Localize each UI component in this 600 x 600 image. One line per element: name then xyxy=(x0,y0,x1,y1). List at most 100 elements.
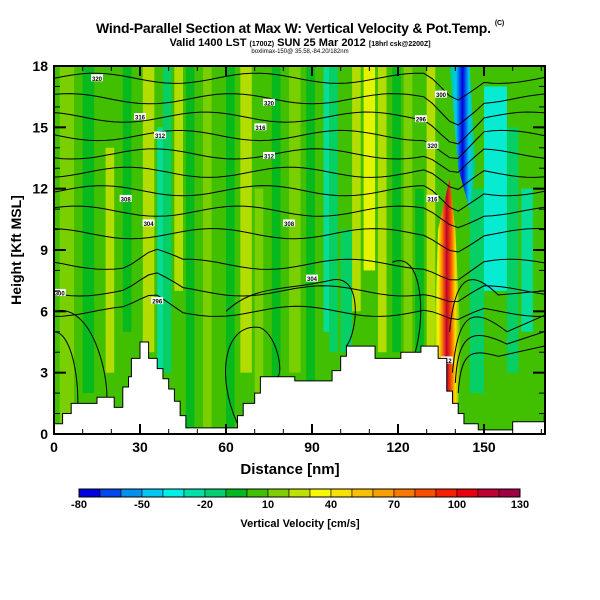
x-axis-label: Distance [nm] xyxy=(240,461,339,478)
field-band xyxy=(271,66,281,394)
field-band xyxy=(352,66,361,312)
colorbar-segment xyxy=(141,488,164,498)
contour-label-box xyxy=(435,90,447,98)
theta-contour xyxy=(54,185,545,212)
colorbar-tick-label: 130 xyxy=(511,499,529,511)
colorbar-tick-label: -50 xyxy=(134,499,150,511)
colorbar-segment xyxy=(183,488,206,498)
colorbar-segment xyxy=(99,488,122,498)
colorbar-segment xyxy=(351,488,374,498)
contour-label-box xyxy=(426,194,439,202)
field-band xyxy=(426,66,436,394)
field-band xyxy=(174,66,183,291)
contour-label-box xyxy=(263,98,275,106)
contour-label-box xyxy=(426,141,439,149)
contour-label: 320 xyxy=(264,101,275,107)
field-band xyxy=(162,66,172,373)
field-band xyxy=(185,66,195,434)
contour-label: 316 xyxy=(427,197,438,203)
field-band xyxy=(289,66,301,373)
theta-contour xyxy=(54,72,545,101)
y-tick-label: 18 xyxy=(32,58,48,74)
field-band xyxy=(377,66,387,353)
contour-label: 304 xyxy=(307,277,318,283)
title-mark: (C) xyxy=(494,20,504,27)
axes: 0 30 60 90 120 150 0 3 6 9 12 15 18 xyxy=(32,58,546,455)
theta-contour xyxy=(54,248,545,281)
colorbar-segment xyxy=(372,488,395,498)
terrain-profile xyxy=(53,341,546,435)
contour-label-box xyxy=(142,219,155,227)
field-band xyxy=(329,66,338,353)
colorbar-tick-label: 10 xyxy=(262,499,274,511)
contour-label: 316 xyxy=(255,126,266,132)
contour-label: 308 xyxy=(284,222,295,228)
colorbar-segment xyxy=(498,488,521,498)
colorbar-segment xyxy=(78,488,101,498)
theta-contour xyxy=(54,294,545,321)
theta-contour xyxy=(54,166,545,190)
theta-contour xyxy=(54,111,545,145)
x-tick-label: 60 xyxy=(218,439,234,455)
field-band xyxy=(203,66,212,434)
colorbar-segment xyxy=(414,488,437,498)
contour-label-box xyxy=(91,74,103,82)
colorbar-segment xyxy=(204,488,227,498)
contour-label-box xyxy=(306,274,318,282)
colorbar-segment xyxy=(288,488,311,498)
colorbar: -80 -50 -20 10 40 70 100 130 xyxy=(71,488,529,511)
theta-contour xyxy=(54,148,545,173)
theta-contour xyxy=(225,326,281,424)
contour-label-box xyxy=(54,288,66,296)
x-tick-label: 30 xyxy=(132,439,148,455)
colorbar-segment xyxy=(309,488,332,498)
contour-label: 304 xyxy=(144,222,155,228)
colorbar-tick-label: 40 xyxy=(325,499,337,511)
colorbar-segment xyxy=(246,488,269,498)
contour-label-box xyxy=(154,131,167,139)
field-band xyxy=(306,66,315,394)
colorbar-tick-label: -80 xyxy=(71,499,87,511)
contour-label-box xyxy=(151,297,164,305)
contour-label-box xyxy=(414,115,427,123)
y-tick-label: 15 xyxy=(32,119,48,135)
theta-contour xyxy=(54,272,545,303)
theta-contour xyxy=(54,205,545,229)
colorbar-segment xyxy=(435,488,458,498)
y-tick-label: 12 xyxy=(32,181,48,197)
y-tick-label: 3 xyxy=(40,365,48,381)
field-band xyxy=(403,66,413,353)
colorbar-segment xyxy=(162,488,185,498)
colorbar-segment xyxy=(330,488,353,498)
field-band xyxy=(323,66,330,332)
field-band xyxy=(59,66,75,434)
y-tick-label: 0 xyxy=(40,426,48,442)
contour-label: 308 xyxy=(121,197,132,203)
x-tick-label: 150 xyxy=(472,439,496,455)
contour-label: 320 xyxy=(92,77,103,83)
theta-contour xyxy=(54,227,545,253)
contour-label: 316 xyxy=(135,116,146,122)
colorbar-segment xyxy=(393,488,416,498)
field-band xyxy=(363,66,376,271)
field-band xyxy=(484,86,507,291)
contour-label: 312 xyxy=(155,134,166,140)
colorbar-segment xyxy=(225,488,248,498)
contour-label: 300 xyxy=(436,93,447,99)
downdraft-core xyxy=(449,66,476,210)
x-tick-label: 0 xyxy=(50,439,58,455)
theta-contour xyxy=(54,93,545,126)
colorbar-segment xyxy=(456,488,479,498)
theta-contour xyxy=(54,310,108,404)
theta-contour xyxy=(225,279,356,347)
contour-label-box xyxy=(134,113,146,121)
theta-contour xyxy=(449,279,545,332)
field-band xyxy=(226,66,235,434)
colorbar-tick-label: 70 xyxy=(388,499,400,511)
chart-subtitle-small: boxlimax-150@ 35.58,-84.20/182nm xyxy=(251,49,349,55)
field-band xyxy=(142,66,155,353)
theta-contour xyxy=(451,314,545,373)
field-band xyxy=(82,66,95,394)
field-band xyxy=(392,66,401,353)
